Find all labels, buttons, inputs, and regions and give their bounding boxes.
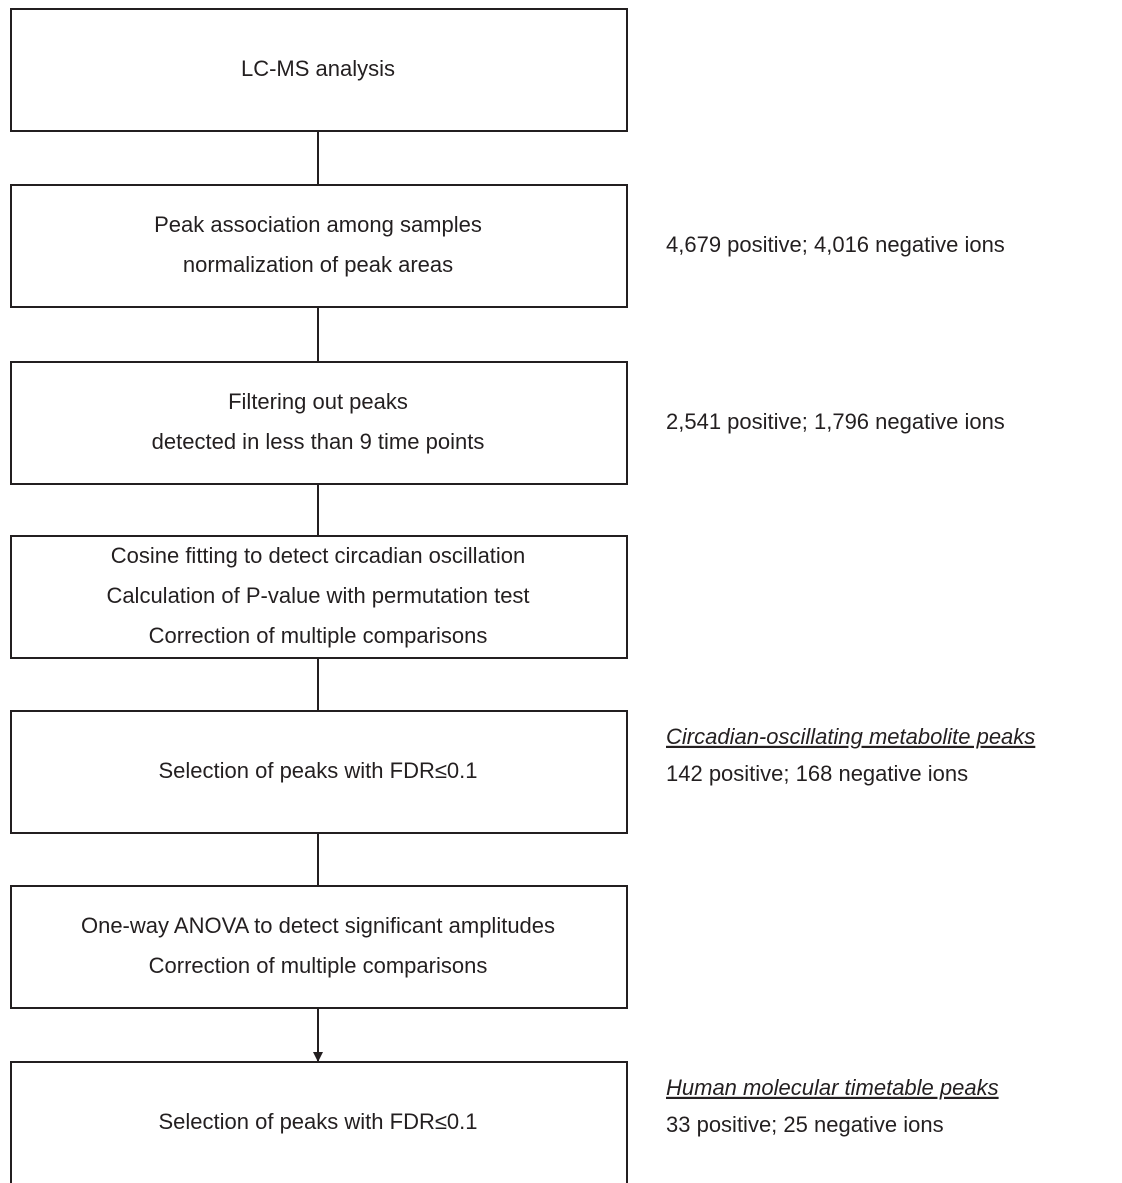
- box-text: Calculation of P-value with permutation …: [106, 583, 529, 608]
- box-text: Filtering out peaks: [228, 389, 408, 414]
- process-box: [10, 885, 628, 1009]
- process-box: [10, 361, 628, 485]
- note-heading: Circadian-oscillating metabolite peaks: [666, 724, 1035, 749]
- box-text: Selection of peaks with FDR≤0.1: [159, 758, 478, 783]
- box-text: Correction of multiple comparisons: [149, 623, 488, 648]
- box-text: LC-MS analysis: [241, 56, 395, 81]
- box-text: Peak association among samples: [154, 212, 482, 237]
- process-box: [10, 184, 628, 308]
- box-text: detected in less than 9 time points: [152, 429, 485, 454]
- note-text: 142 positive; 168 negative ions: [666, 761, 968, 786]
- box-text: Cosine fitting to detect circadian oscil…: [111, 543, 526, 568]
- process-box: [10, 1061, 628, 1183]
- box-text: One-way ANOVA to detect significant ampl…: [81, 913, 555, 938]
- note-text: 33 positive; 25 negative ions: [666, 1112, 944, 1137]
- note-text: 2,541 positive; 1,796 negative ions: [666, 409, 1005, 434]
- note-text: 4,679 positive; 4,016 negative ions: [666, 232, 1005, 257]
- box-text: normalization of peak areas: [183, 252, 453, 277]
- box-text: Selection of peaks with FDR≤0.1: [159, 1109, 478, 1134]
- box-text: Correction of multiple comparisons: [149, 953, 488, 978]
- note-heading: Human molecular timetable peaks: [666, 1075, 999, 1100]
